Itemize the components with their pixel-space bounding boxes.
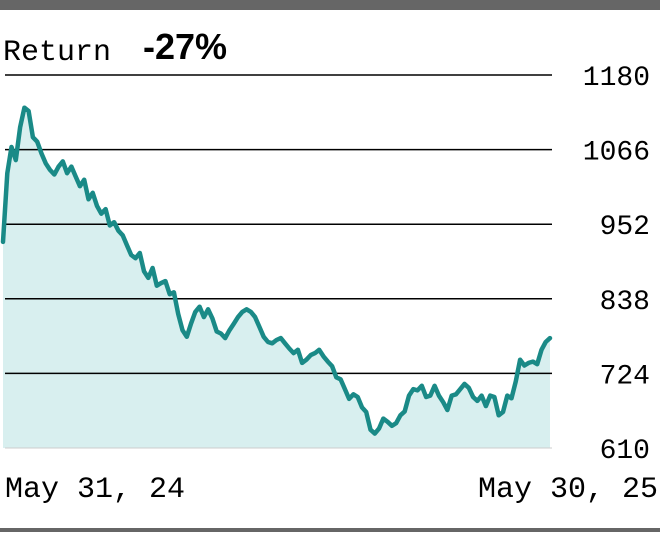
y-tick-label: 1180 <box>583 63 650 94</box>
y-tick-label: 952 <box>600 212 650 243</box>
gridlines <box>5 74 552 375</box>
y-tick-label: 1066 <box>583 138 650 169</box>
x-start-label: May 31, 24 <box>5 473 185 507</box>
area-fill <box>3 107 550 448</box>
y-axis-ticks: 1180 1066 952 838 724 610 <box>583 63 650 467</box>
top-frame-bar <box>0 0 660 10</box>
x-end-label: May 30, 25 <box>478 473 658 507</box>
y-tick-label: 724 <box>600 361 650 392</box>
return-value: -27% <box>143 26 227 67</box>
plot-area <box>0 74 553 449</box>
y-tick-label: 838 <box>600 287 650 318</box>
y-tick-label: 610 <box>600 436 650 467</box>
return-label: Return <box>3 36 111 70</box>
price-line <box>0 105 553 436</box>
